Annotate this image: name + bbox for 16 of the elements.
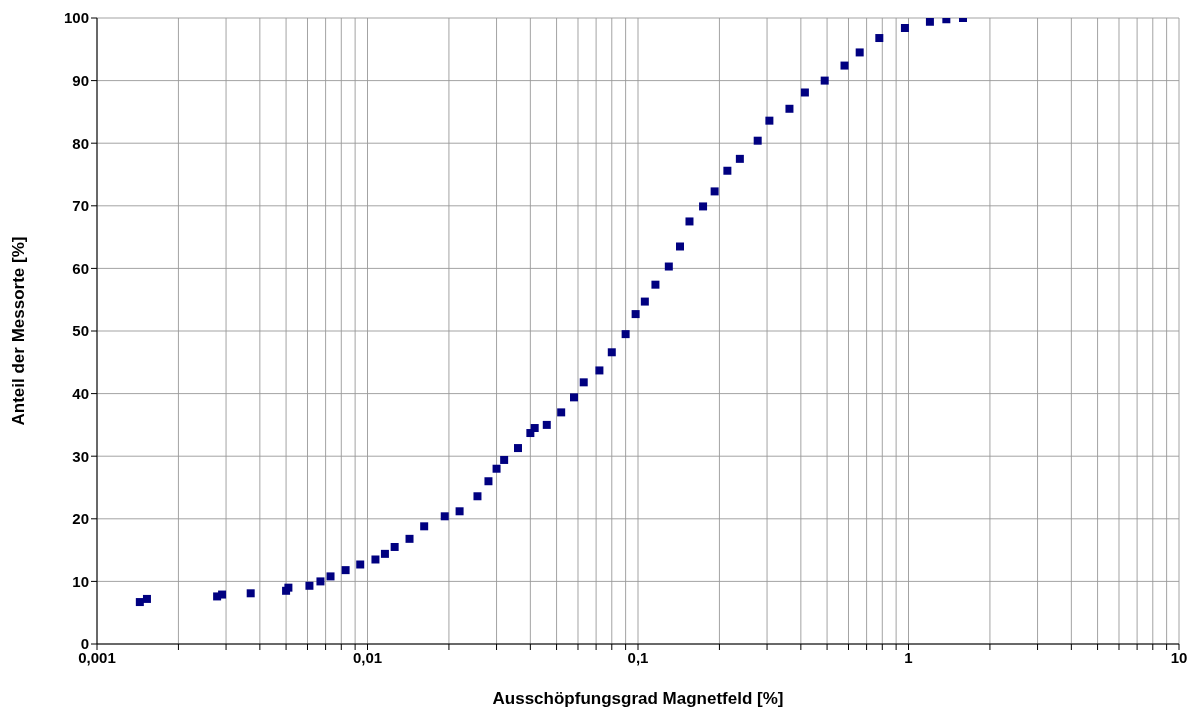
y-tick-label: 90 xyxy=(72,71,89,89)
y-tick-label: 20 xyxy=(72,510,89,528)
y-tick-label: 40 xyxy=(72,384,89,402)
y-tick-label: 10 xyxy=(72,572,89,590)
y-tick-label: 70 xyxy=(72,197,89,215)
x-axis-title: Ausschöpfungsgrad Magnetfeld [%] xyxy=(492,689,784,708)
y-tick-label: 30 xyxy=(72,447,89,465)
y-tick-label: 100 xyxy=(63,9,89,27)
y-axis-title: Anteil der Messorte [%] xyxy=(9,236,29,426)
x-tick-label: 1 xyxy=(904,648,913,666)
y-tick-label: 60 xyxy=(72,259,89,277)
y-tick-label: 80 xyxy=(72,134,89,152)
x-tick-label: 0,1 xyxy=(627,648,649,666)
x-tick-label: 10 xyxy=(1170,648,1188,666)
x-tick-label: 0,01 xyxy=(352,648,383,666)
y-tick-label: 50 xyxy=(72,322,89,340)
